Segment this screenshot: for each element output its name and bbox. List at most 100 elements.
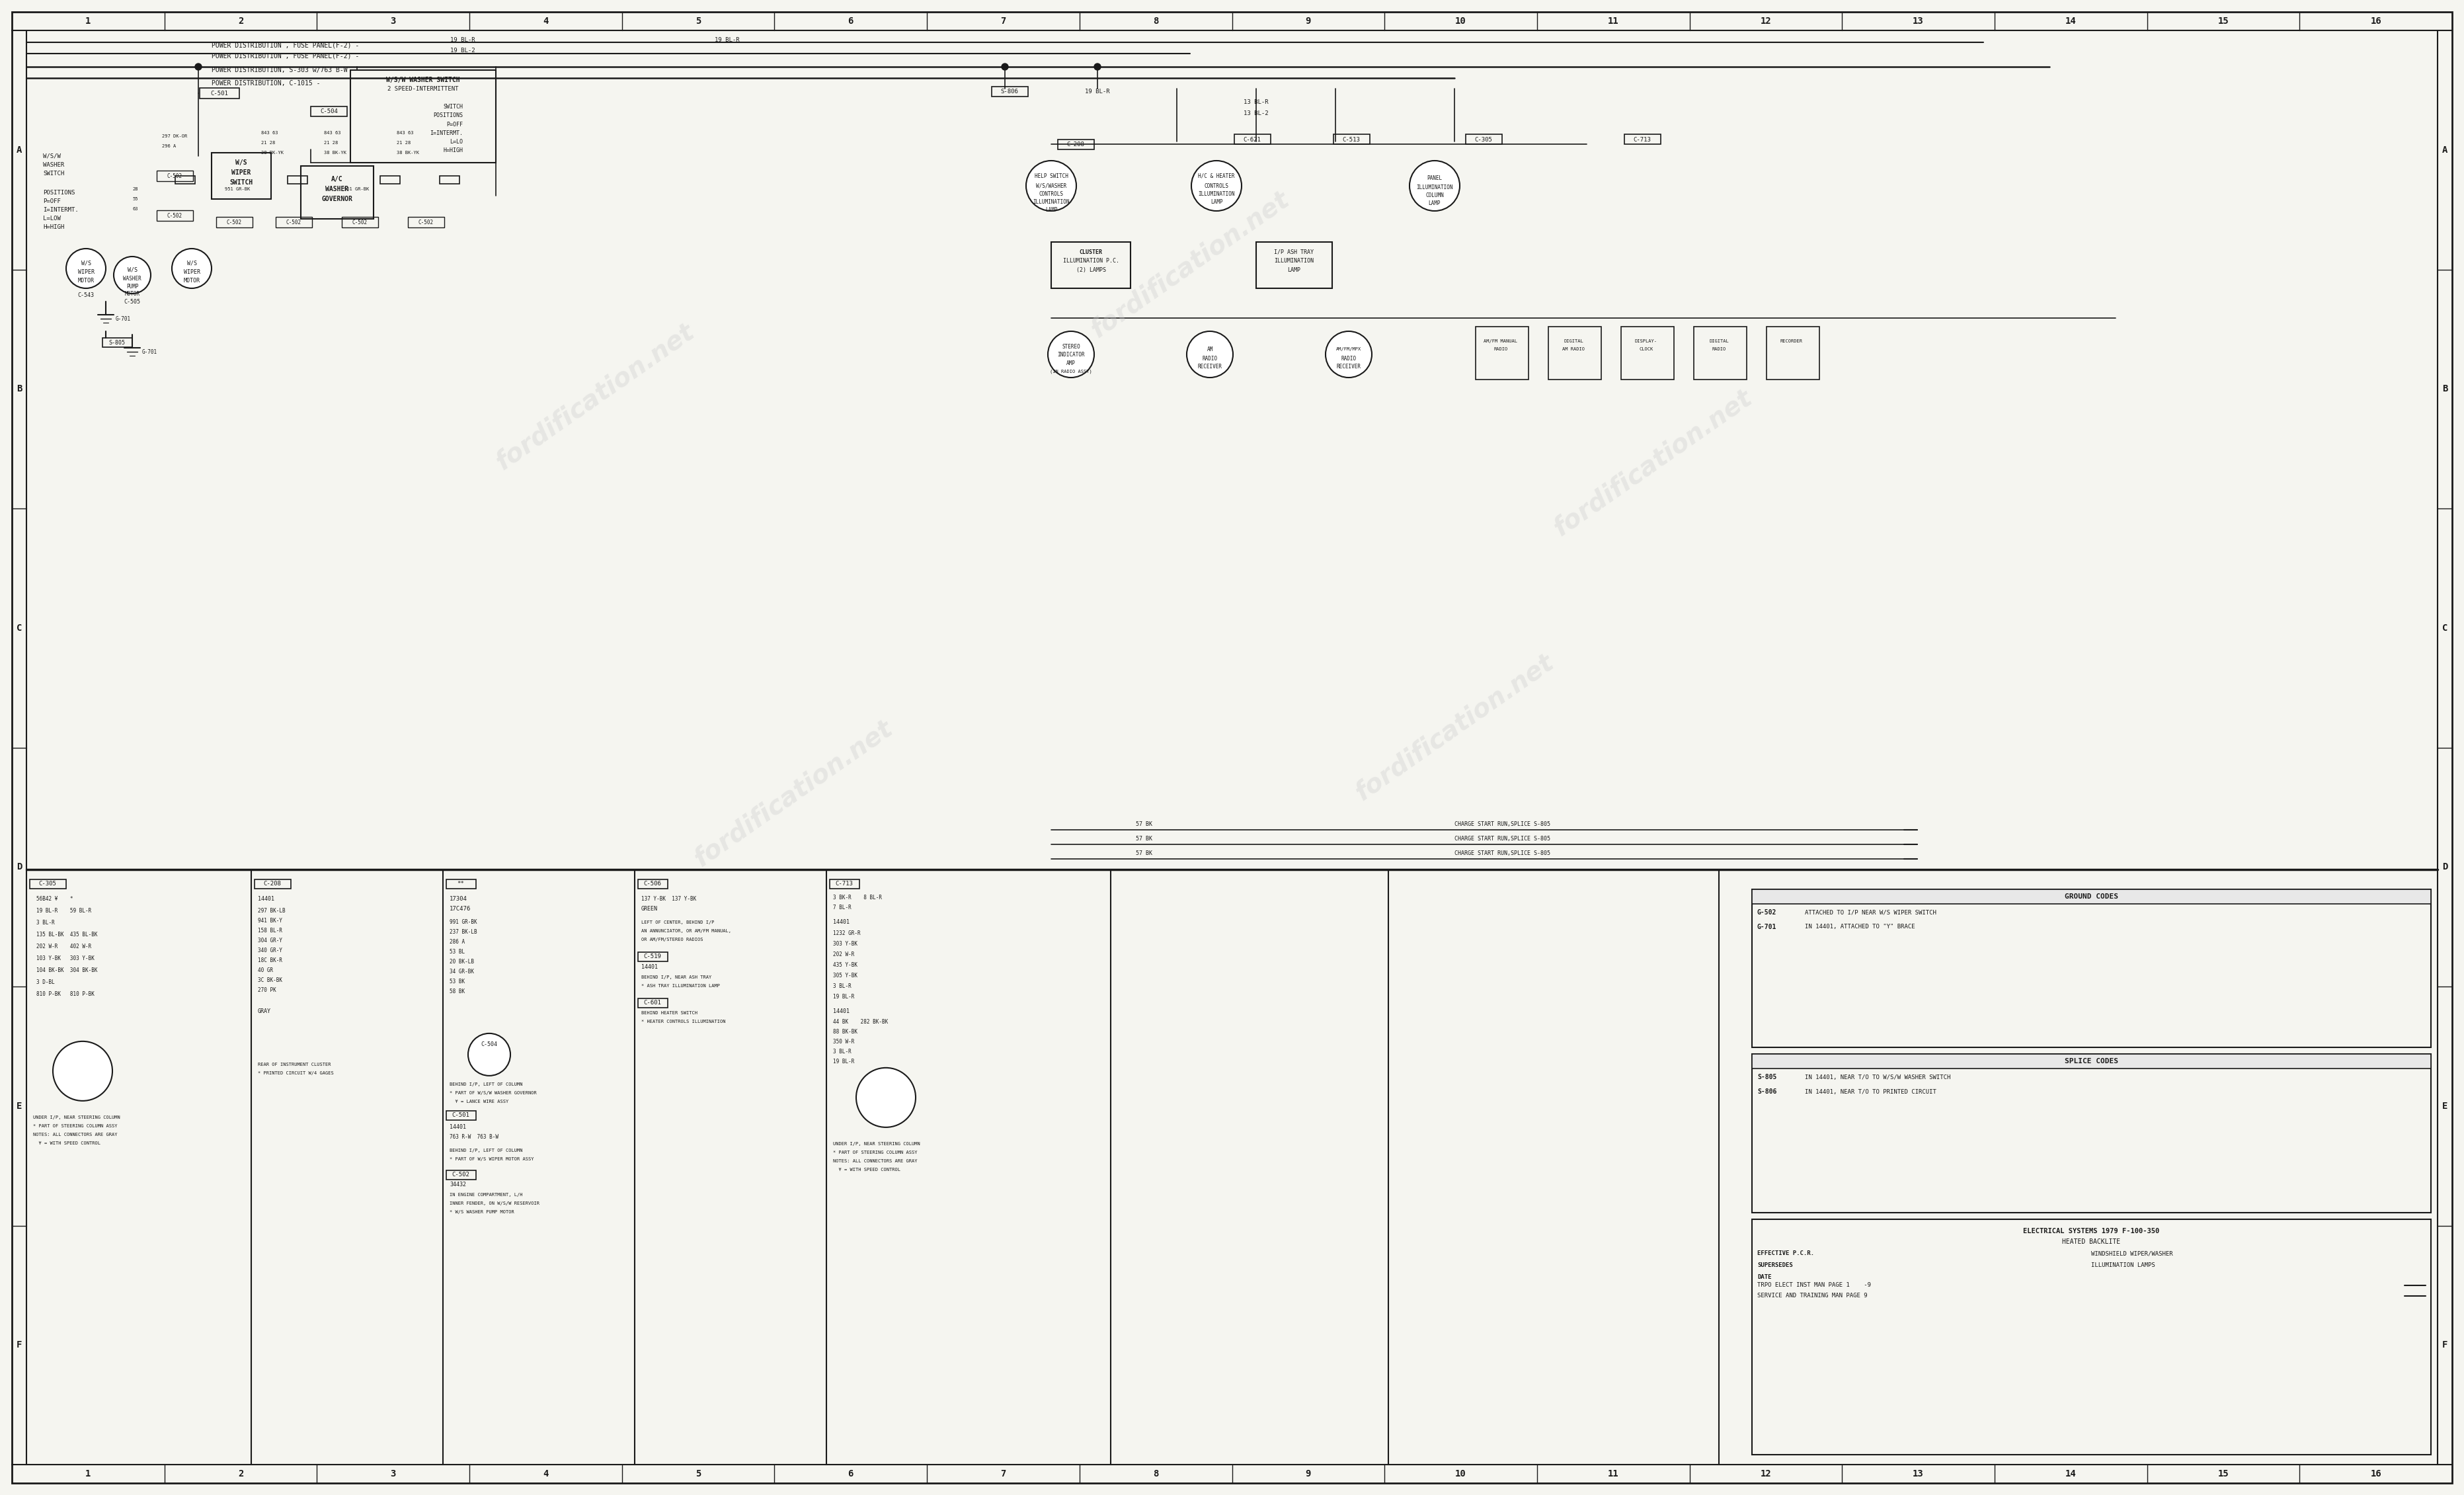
Text: SUPERSEDES: SUPERSEDES	[1757, 1262, 1794, 1268]
Bar	[409, 217, 444, 227]
Text: B: B	[2442, 384, 2447, 393]
Text: SWITCH: SWITCH	[444, 103, 463, 109]
Bar	[1547, 326, 1602, 380]
Bar	[158, 170, 192, 181]
Text: C-543: C-543	[79, 292, 94, 298]
Bar	[276, 217, 313, 227]
Text: 21 28: 21 28	[323, 141, 338, 145]
Text: RADIO: RADIO	[1493, 347, 1508, 351]
Bar	[310, 106, 347, 117]
Text: 14401: 14401	[833, 919, 850, 925]
Text: * PART OF STEERING COLUMN ASSY: * PART OF STEERING COLUMN ASSY	[32, 1124, 118, 1127]
Circle shape	[1190, 160, 1242, 211]
Text: 296 A: 296 A	[163, 144, 175, 148]
Text: D: D	[17, 863, 22, 872]
Bar	[103, 338, 133, 347]
Text: 57 BK: 57 BK	[1136, 821, 1153, 827]
Bar	[288, 176, 308, 184]
Text: C-513: C-513	[1343, 136, 1360, 142]
Text: 28: 28	[133, 187, 138, 191]
Text: 810 P-BK   810 P-BK: 810 P-BK 810 P-BK	[37, 991, 94, 997]
Text: * PRINTED CIRCUIT W/4 GAGES: * PRINTED CIRCUIT W/4 GAGES	[259, 1070, 333, 1075]
Text: 19 BL-R    59 BL-R: 19 BL-R 59 BL-R	[37, 907, 91, 913]
Bar	[1052, 242, 1131, 289]
Text: * PART OF STEERING COLUMN ASSY: * PART OF STEERING COLUMN ASSY	[833, 1151, 917, 1154]
Text: AMP: AMP	[1067, 360, 1077, 366]
Circle shape	[1000, 63, 1008, 70]
Text: W/S: W/S	[128, 266, 138, 272]
Text: 237 BK-LB: 237 BK-LB	[448, 930, 478, 936]
Bar	[1234, 135, 1271, 144]
Text: I/P ASH TRAY: I/P ASH TRAY	[1274, 250, 1313, 254]
Bar	[638, 999, 668, 1008]
Text: G-701: G-701	[143, 348, 158, 354]
Text: ¥ = WITH SPEED CONTROL: ¥ = WITH SPEED CONTROL	[32, 1141, 101, 1145]
Text: RADIO: RADIO	[1202, 356, 1217, 362]
Bar	[379, 176, 399, 184]
Text: W/S/WASHER: W/S/WASHER	[1035, 182, 1067, 188]
Text: 38 BK-YK: 38 BK-YK	[397, 151, 419, 154]
Text: 350 W-R: 350 W-R	[833, 1039, 855, 1045]
Text: 13 BL-R: 13 BL-R	[1244, 99, 1269, 105]
Text: UNDER I/P, NEAR STEERING COLUMN: UNDER I/P, NEAR STEERING COLUMN	[32, 1115, 121, 1120]
Text: 763 R-W  763 B-W: 763 R-W 763 B-W	[448, 1135, 498, 1141]
Text: RECORDER: RECORDER	[1781, 339, 1804, 344]
Text: AM/FM MANUAL: AM/FM MANUAL	[1483, 339, 1518, 344]
Text: BEHIND HEATER SWITCH: BEHIND HEATER SWITCH	[641, 1011, 697, 1015]
Bar	[1752, 1054, 2432, 1212]
Text: 8: 8	[1153, 16, 1158, 25]
Text: STEREO: STEREO	[1062, 344, 1079, 350]
Bar	[175, 176, 195, 184]
Text: WASHER: WASHER	[123, 275, 140, 281]
Text: G-701: G-701	[1757, 924, 1777, 930]
Text: IN 14401, ATTACHED TO "Y" BRACE: IN 14401, ATTACHED TO "Y" BRACE	[1804, 924, 1915, 930]
Text: C-519: C-519	[643, 954, 660, 960]
Text: 103 Y-BK   303 Y-BK: 103 Y-BK 303 Y-BK	[37, 955, 94, 961]
Text: GROUND CODES: GROUND CODES	[2065, 893, 2119, 900]
Circle shape	[113, 257, 150, 293]
Circle shape	[1409, 160, 1459, 211]
Text: REAR OF INSTRUMENT CLUSTER: REAR OF INSTRUMENT CLUSTER	[259, 1063, 330, 1066]
Circle shape	[855, 1067, 917, 1127]
Text: HELP SWITCH: HELP SWITCH	[1035, 173, 1067, 179]
Text: B: B	[17, 384, 22, 393]
Text: 4: 4	[542, 1470, 549, 1479]
Text: 19 BL-R: 19 BL-R	[715, 37, 739, 43]
Text: C-502: C-502	[352, 220, 367, 226]
Text: S-806: S-806	[1000, 88, 1018, 94]
Text: * PART OF W/S WIPER MOTOR ASSY: * PART OF W/S WIPER MOTOR ASSY	[448, 1157, 535, 1162]
Text: C-601: C-601	[643, 1000, 660, 1006]
Text: WIPER: WIPER	[232, 169, 251, 176]
Text: * PART OF W/S/W WASHER GOVERNOR: * PART OF W/S/W WASHER GOVERNOR	[448, 1091, 537, 1094]
Bar	[1624, 135, 1661, 144]
Text: AN ANNUNCIATOR, OR AM/FM MANUAL,: AN ANNUNCIATOR, OR AM/FM MANUAL,	[641, 928, 732, 933]
Text: C-501: C-501	[209, 90, 229, 96]
Text: 3 BL-R: 3 BL-R	[833, 1049, 853, 1055]
Text: W/S: W/S	[81, 260, 91, 266]
Text: 38 BK-YK: 38 BK-YK	[323, 151, 347, 154]
Text: **: **	[458, 881, 463, 887]
Bar	[301, 166, 375, 218]
Text: 1: 1	[86, 1470, 91, 1479]
Bar	[1476, 326, 1528, 380]
Text: 12: 12	[1759, 1470, 1772, 1479]
Text: fordification.net: fordification.net	[1550, 384, 1757, 541]
Text: 941 BK-Y: 941 BK-Y	[259, 918, 283, 924]
Text: AM RADIO: AM RADIO	[1562, 347, 1584, 351]
Text: 3 BL-R: 3 BL-R	[833, 984, 853, 990]
Text: 951 GR-BK: 951 GR-BK	[224, 187, 249, 191]
Text: 16: 16	[2370, 1470, 2380, 1479]
Text: 38 BK-YK: 38 BK-YK	[261, 151, 283, 154]
Text: 6: 6	[848, 1470, 853, 1479]
Text: MOTOR: MOTOR	[126, 290, 140, 296]
Text: 3C BK-BK: 3C BK-BK	[259, 978, 283, 984]
Text: C-502: C-502	[168, 212, 182, 218]
Bar	[217, 217, 251, 227]
Text: G-701: G-701	[116, 315, 131, 321]
Bar	[254, 879, 291, 888]
Text: 53 BK: 53 BK	[448, 979, 466, 985]
Bar	[1466, 135, 1503, 144]
Text: C-502: C-502	[286, 220, 301, 226]
Text: 13: 13	[1912, 16, 1924, 25]
Text: fordification.net: fordification.net	[1350, 649, 1557, 806]
